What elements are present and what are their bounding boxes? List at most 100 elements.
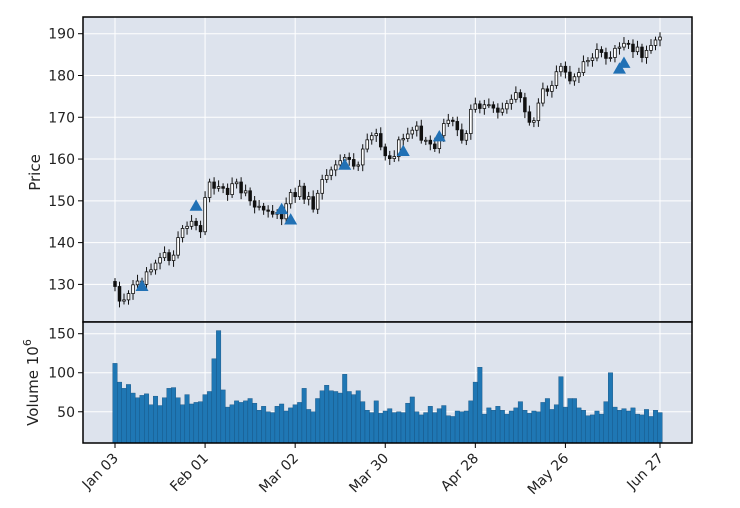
candle-body — [333, 164, 338, 171]
x-tick-label: Mar 02 — [256, 451, 302, 497]
signal-marker — [275, 202, 289, 215]
candle-body — [185, 225, 189, 229]
volume-bar — [297, 402, 303, 444]
candle-body — [523, 97, 527, 113]
candle-body — [144, 271, 149, 285]
candle-body — [225, 187, 230, 195]
candle-body — [622, 42, 626, 48]
volume-y-tick-label: 150 — [48, 327, 75, 343]
volume-bar — [441, 405, 447, 444]
price-y-tick-label: 150 — [48, 194, 75, 210]
volume-bar — [391, 412, 397, 444]
volume-bar — [229, 404, 235, 444]
volume-bar — [630, 407, 636, 444]
volume-bar — [522, 410, 528, 444]
candle-body — [243, 190, 248, 194]
candle-body — [315, 192, 320, 210]
volume-bar — [373, 400, 379, 444]
price-y-tick-label: 130 — [48, 277, 75, 293]
candle-body — [419, 125, 424, 141]
volume-bar — [418, 414, 424, 444]
volume-bar — [193, 402, 199, 444]
volume-bar — [644, 409, 649, 444]
candle-body — [446, 119, 451, 124]
candle-body — [532, 120, 536, 123]
candle-body — [270, 210, 275, 215]
candle-body — [469, 108, 473, 134]
volume-bar — [234, 400, 240, 444]
candle-body — [392, 156, 397, 160]
volume-bar — [621, 408, 627, 444]
volume-bar — [360, 401, 366, 444]
volume-bar — [225, 406, 231, 444]
volume-bar — [648, 416, 654, 444]
candle-body — [212, 181, 216, 189]
price-y-tick-label: 190 — [48, 27, 75, 43]
volume-bar — [274, 406, 280, 444]
volume-bar — [517, 401, 523, 444]
volume-bar — [270, 412, 276, 444]
candles — [113, 32, 662, 308]
volume-bar — [265, 411, 271, 444]
volume-bar — [261, 406, 267, 444]
volume-bar — [279, 403, 285, 444]
volume-bar — [567, 398, 573, 444]
price-y-tick-label: 180 — [48, 68, 75, 84]
volume-bar — [531, 410, 537, 444]
volume-bar — [247, 398, 253, 444]
candle-body — [424, 139, 428, 142]
volume-bar — [400, 412, 406, 444]
volume-bar — [288, 407, 294, 444]
candle-body — [505, 103, 509, 110]
candle-body — [658, 36, 662, 41]
volume-bar — [243, 400, 249, 444]
candle-body — [559, 65, 563, 73]
volume-bar — [382, 410, 388, 444]
candle-body — [473, 103, 478, 110]
price-y-tick-label: 170 — [48, 110, 75, 126]
volume-bar — [166, 388, 172, 444]
volume-bar — [139, 395, 145, 444]
volume-bar — [333, 391, 339, 444]
volume-bar — [580, 410, 586, 444]
candle-body — [176, 237, 180, 256]
candle-body — [415, 125, 419, 131]
candle-body — [640, 46, 644, 58]
volume-bar — [162, 397, 167, 444]
volume-bar — [121, 388, 127, 444]
candle-body — [455, 121, 460, 131]
volume-bar — [171, 387, 177, 444]
candle-body — [221, 186, 225, 189]
signal-marker — [338, 158, 352, 170]
candle-body — [590, 57, 595, 61]
candle-body — [167, 252, 171, 261]
volume-bar — [540, 402, 546, 444]
candle-body — [288, 192, 293, 205]
volume-panel-frame — [82, 321, 693, 444]
volume-bar — [324, 385, 330, 444]
volume-bar — [315, 398, 321, 444]
volume-bar — [319, 390, 325, 444]
candle-body — [324, 174, 329, 180]
volume-bar — [387, 408, 393, 444]
volume-bar — [369, 412, 375, 444]
candle-body — [604, 52, 608, 59]
candle-body — [478, 103, 482, 109]
candle-body — [180, 228, 185, 239]
volume-bar — [414, 411, 420, 444]
candle-body — [153, 262, 158, 271]
volume-bar — [189, 403, 195, 444]
volume-bar — [585, 415, 591, 444]
candle-body — [482, 104, 487, 109]
x-tick-label: Jan 03 — [79, 451, 122, 494]
volume-bar — [252, 402, 258, 444]
volume-bar — [472, 381, 478, 444]
volume-bar — [256, 410, 262, 444]
volume-bar — [450, 416, 456, 444]
volume-bar — [468, 400, 474, 444]
volume-bar — [328, 390, 334, 444]
volume-bar — [589, 414, 595, 444]
candle-body — [527, 111, 532, 123]
candle-body — [451, 119, 455, 122]
x-tick-label: May 26 — [525, 450, 573, 498]
